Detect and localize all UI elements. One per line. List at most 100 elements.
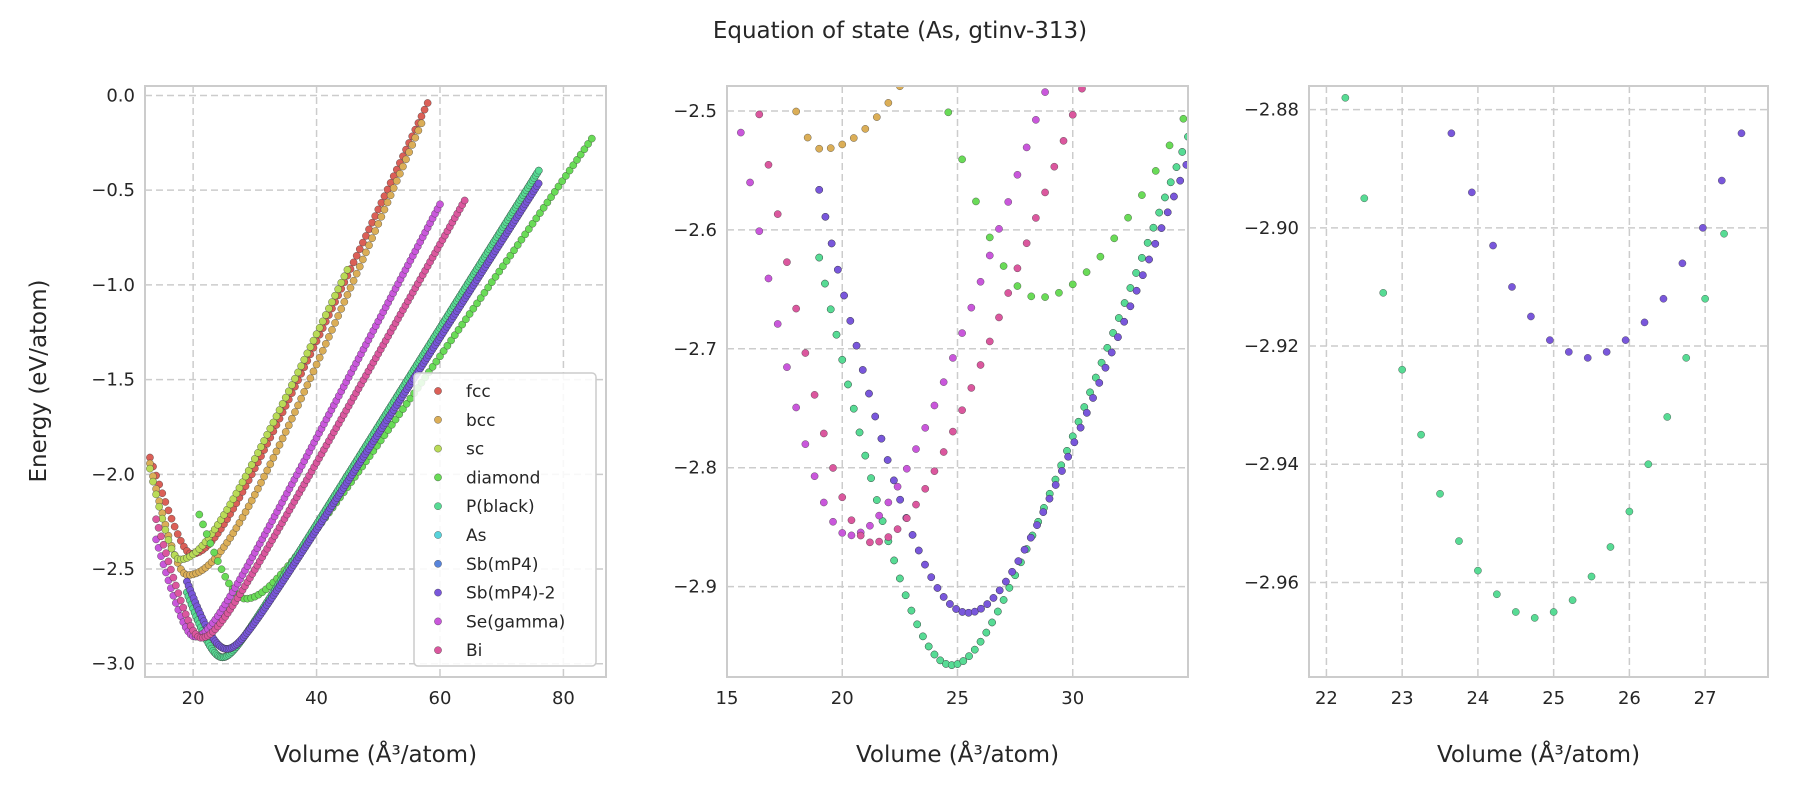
point-diamond [506, 251, 515, 260]
x-tick-label: 15 [716, 688, 739, 709]
point-bi [866, 538, 874, 547]
point-sc [149, 477, 157, 486]
point-p-black- [993, 607, 1002, 616]
point-p-black- [919, 632, 927, 641]
point-p-black- [1219, 42, 1226, 49]
y-tick-label: −0.5 [91, 180, 135, 201]
point-bi [746, 60, 753, 67]
point-bi [764, 160, 773, 169]
point-sc [343, 265, 352, 274]
point-as [1190, 118, 1197, 125]
point-bcc [340, 298, 349, 306]
point-sb-mp4-2 [1014, 557, 1023, 565]
point-p-black- [1436, 489, 1444, 498]
point-se-gamma- [912, 445, 920, 453]
point-se-gamma- [875, 511, 883, 520]
point-sc [331, 291, 339, 300]
points-layer [1341, 93, 1746, 622]
y-tick-label: −2.8 [673, 458, 717, 479]
point-bi [154, 523, 163, 532]
point-bcc [815, 144, 824, 153]
point-sc [793, 48, 800, 55]
point-p-black- [1190, 118, 1197, 125]
point-p-black- [1530, 614, 1539, 622]
point-sc [303, 349, 312, 358]
point-sb-mp4- [1189, 145, 1196, 152]
point-diamond [1179, 114, 1188, 123]
x-tick-label: 26 [1618, 688, 1641, 709]
point-sb-mp4-2 [1120, 317, 1129, 326]
point-sb-mp4-2 [927, 573, 936, 582]
y-tick-label: −2.96 [1244, 572, 1299, 593]
point-bcc [402, 155, 410, 164]
point-sc [275, 406, 284, 414]
point-p-black- [1231, 11, 1238, 18]
legend-item: fcc [434, 382, 491, 402]
point-sb-mp4-2 [846, 317, 855, 325]
legend-item: As [434, 526, 487, 546]
point-diamond [1068, 280, 1077, 289]
point-diamond [565, 166, 574, 175]
point-p-black- [1398, 365, 1407, 374]
point-as [1213, 57, 1220, 64]
point-bi [829, 464, 837, 472]
point-diamond [462, 315, 470, 324]
point-p-black- [838, 355, 847, 364]
point-bi [875, 537, 883, 546]
point-sb-mp4-2 [1114, 333, 1122, 342]
point-sb-mp4-2 [1026, 533, 1035, 542]
point-bcc [343, 291, 352, 299]
point-sc [334, 285, 343, 294]
point-diamond [1096, 252, 1105, 261]
point-bi [819, 429, 828, 438]
legend-label: sc [466, 440, 484, 460]
point-bcc [300, 387, 309, 396]
point-sb-mp4-2 [1101, 363, 1110, 372]
legend-marker [434, 502, 442, 511]
legend-item: bcc [434, 411, 495, 431]
point-sc [291, 374, 299, 383]
point-bcc [334, 312, 343, 320]
point-p-black- [1474, 566, 1482, 575]
point-sc [297, 362, 305, 370]
point-sb-mp4-2 [865, 389, 873, 398]
point-bi [847, 516, 856, 525]
y-tick-label: −1.5 [91, 370, 135, 391]
point-p-black- [1236, 0, 1243, 3]
point-bcc [337, 305, 346, 313]
x-tick-label: 25 [946, 688, 969, 709]
point-bcc [803, 133, 812, 142]
point-p-black- [965, 652, 973, 661]
point-diamond [491, 272, 500, 281]
legend-label: fcc [466, 382, 491, 402]
point-p-black- [1644, 460, 1653, 469]
axes-frame [1308, 85, 1769, 678]
point-sb-mp4-2 [908, 531, 917, 539]
point-bcc [826, 144, 835, 152]
point-diamond [999, 262, 1008, 270]
point-diamond [539, 203, 548, 212]
point-bcc [257, 478, 265, 487]
y-tick-label: −2.5 [91, 559, 135, 580]
point-bcc [408, 141, 417, 149]
point-p-black- [1225, 26, 1232, 33]
point-bi [172, 581, 180, 590]
point-diamond [547, 193, 555, 201]
point-diamond [450, 331, 459, 339]
point-bi [921, 484, 930, 493]
point-bi [737, 8, 744, 15]
point-bcc [849, 134, 858, 142]
point-diamond [484, 283, 492, 292]
point-sb-mp4-2 [840, 291, 848, 300]
point-p-black- [878, 517, 887, 525]
point-as [1225, 26, 1232, 33]
point-sb-mp4-2 [1201, 113, 1208, 120]
point-sc [337, 278, 346, 287]
point-bcc [284, 421, 293, 430]
x-tick-label: 23 [1391, 688, 1414, 709]
point-p-black- [849, 404, 858, 413]
point-se-gamma- [773, 320, 782, 328]
point-sb-mp4-2 [1064, 452, 1072, 461]
x-tick-label: 40 [305, 688, 328, 709]
point-p-black- [1178, 148, 1187, 156]
